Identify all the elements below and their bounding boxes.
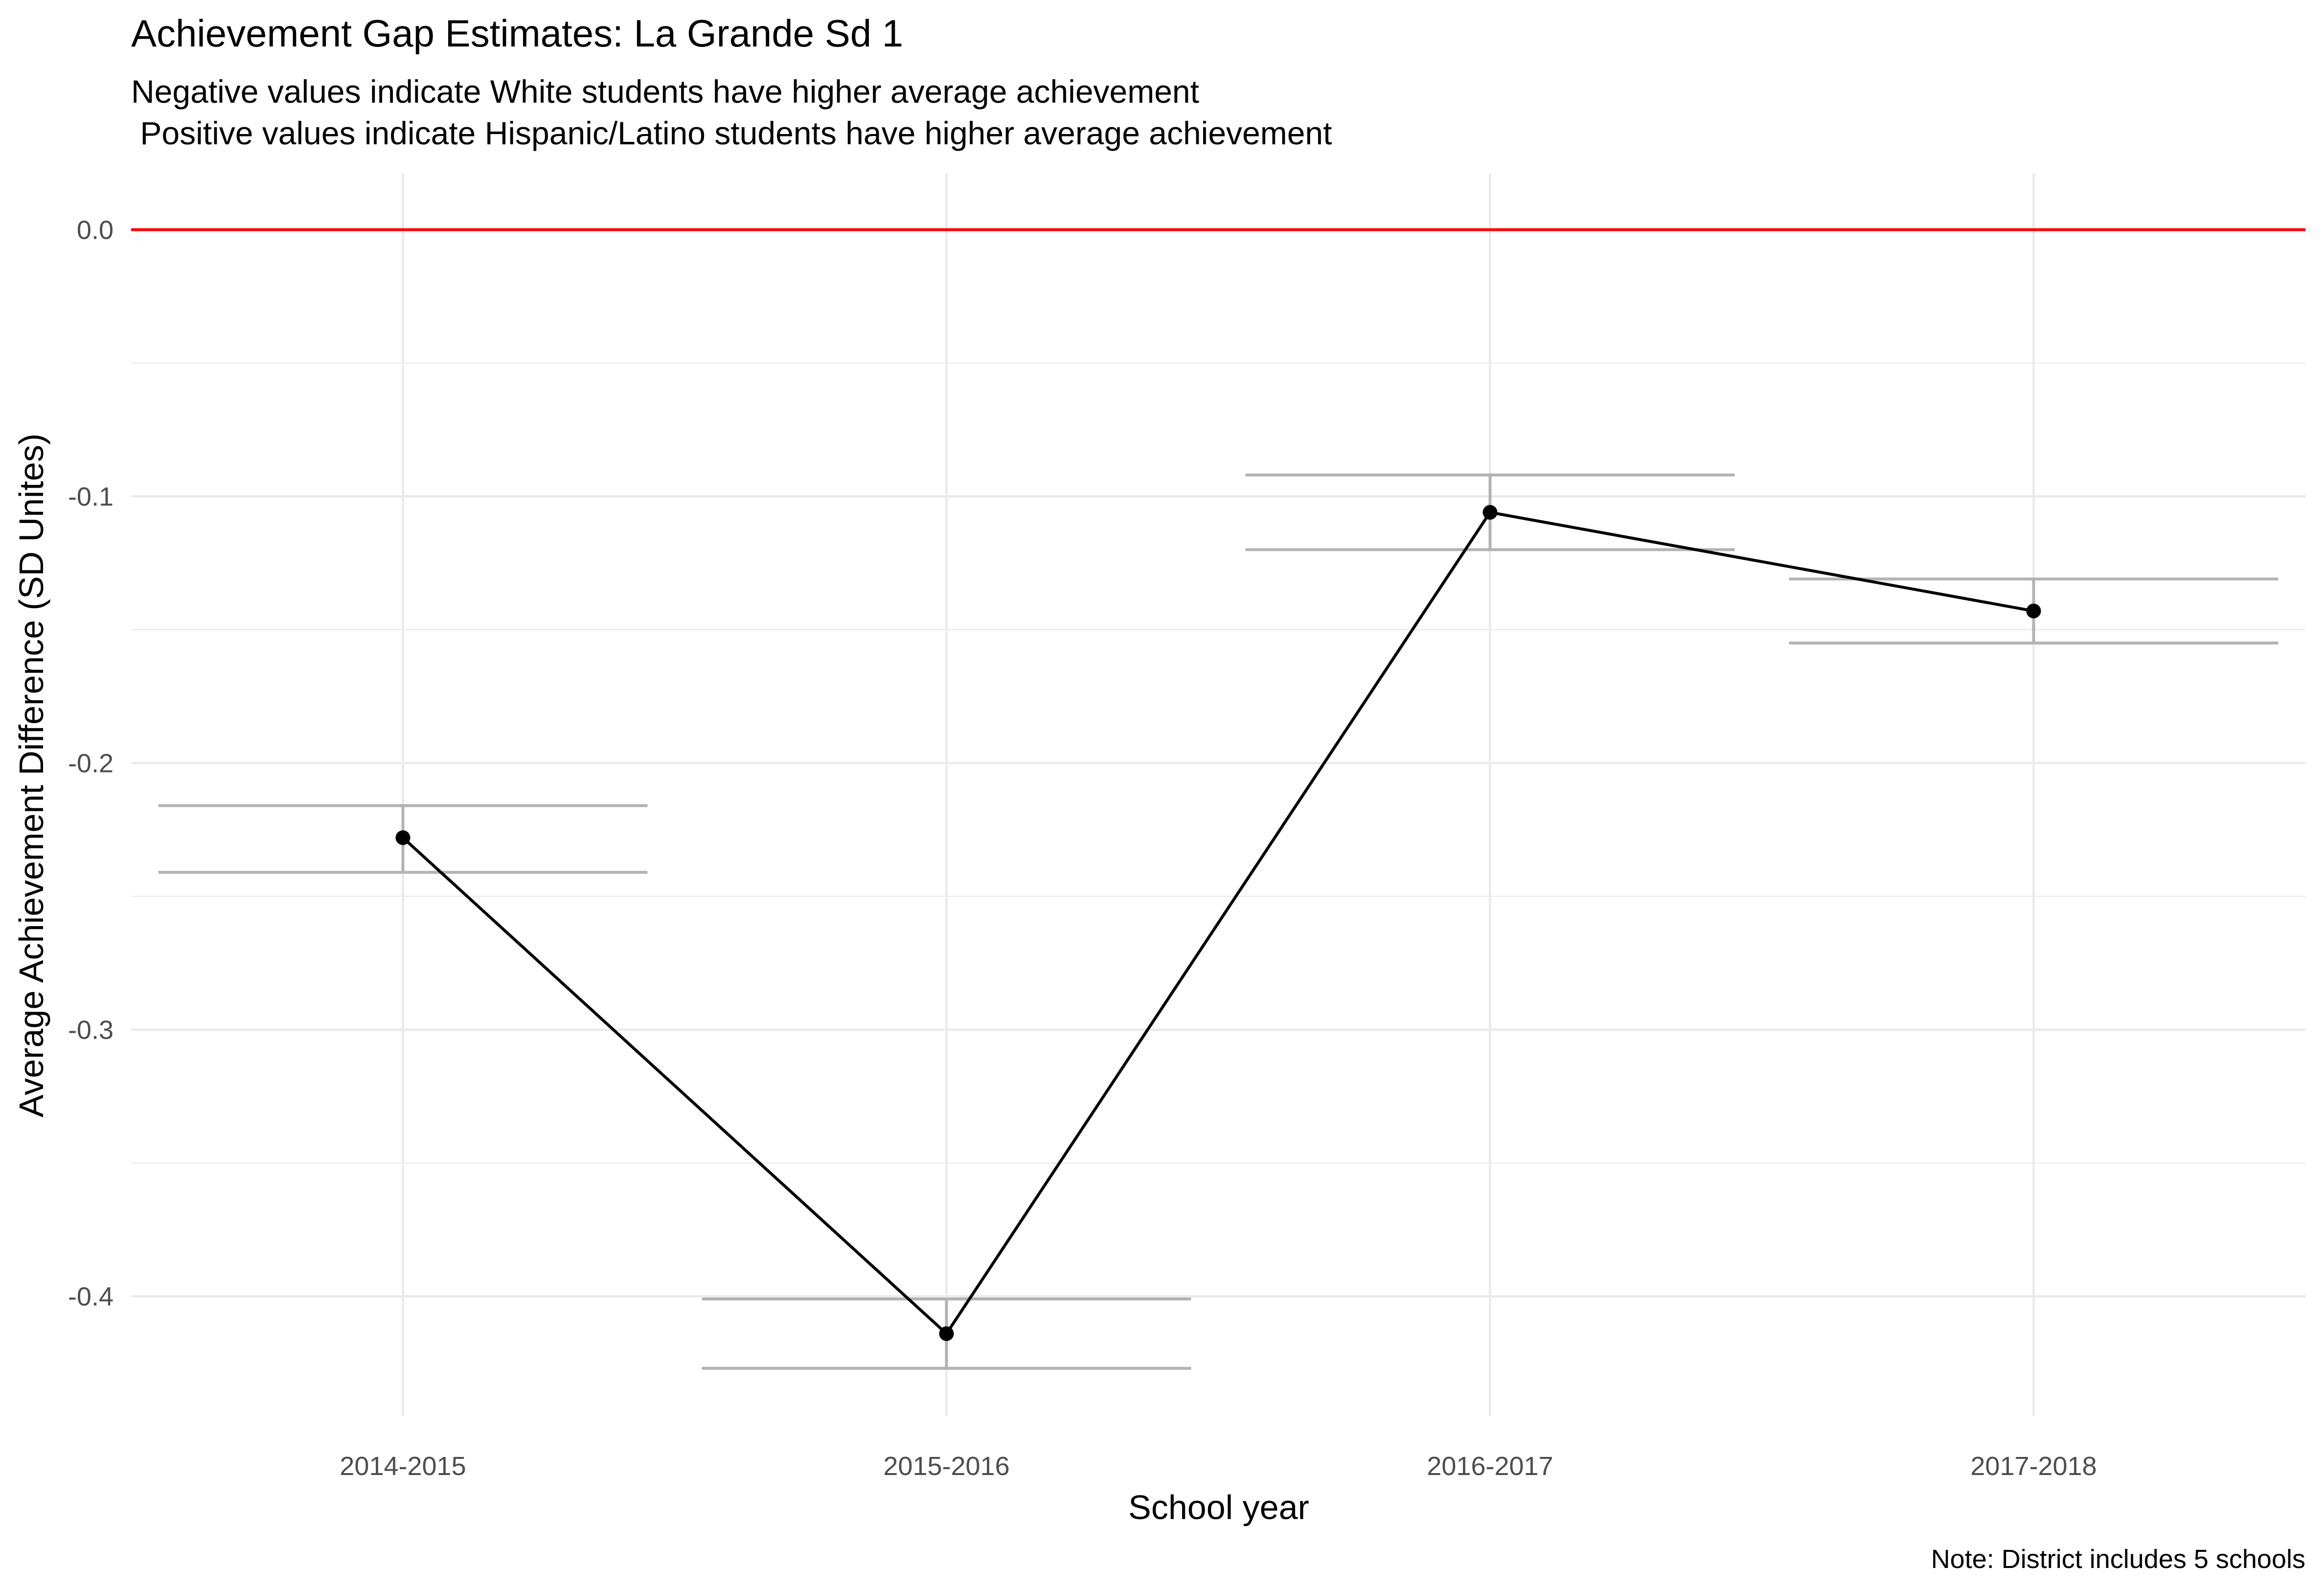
gridlines <box>131 174 2305 1416</box>
y-tick-label: -0.3 <box>68 1016 114 1045</box>
y-tick-label: -0.2 <box>68 749 114 778</box>
y-axis-title: Average Achievement Difference (SD Unite… <box>12 433 50 1117</box>
data-point <box>939 1326 954 1341</box>
data-point <box>2026 603 2041 618</box>
chart-caption: Note: District includes 5 schools <box>1931 1545 2305 1574</box>
data-points <box>395 505 2041 1341</box>
data-point <box>395 830 410 845</box>
x-tick-label: 2015-2016 <box>883 1452 1009 1481</box>
series-line <box>402 510 2034 1336</box>
y-tick-label: -0.4 <box>68 1282 114 1312</box>
y-tick-label: 0.0 <box>77 215 114 245</box>
y-tick-labels: 0.0 -0.1 -0.2 -0.3 -0.4 <box>68 215 114 1311</box>
chart-title: Achievement Gap Estimates: La Grande Sd … <box>131 12 903 55</box>
series-line-group <box>402 510 2034 1336</box>
chart-subtitle-line-2: Positive values indicate Hispanic/Latino… <box>131 115 1332 151</box>
x-tick-label: 2016-2017 <box>1427 1452 1553 1481</box>
y-tick-label: -0.1 <box>68 482 114 512</box>
x-tick-label: 2014-2015 <box>340 1452 466 1481</box>
x-tick-label: 2017-2018 <box>1970 1452 2096 1481</box>
data-point <box>1482 505 1498 520</box>
x-axis-title: School year <box>1128 1488 1309 1526</box>
x-tick-labels: 2014-2015 2015-2016 2016-2017 2017-2018 <box>340 1452 2096 1481</box>
chart-subtitle-line-1: Negative values indicate White students … <box>131 73 1199 110</box>
